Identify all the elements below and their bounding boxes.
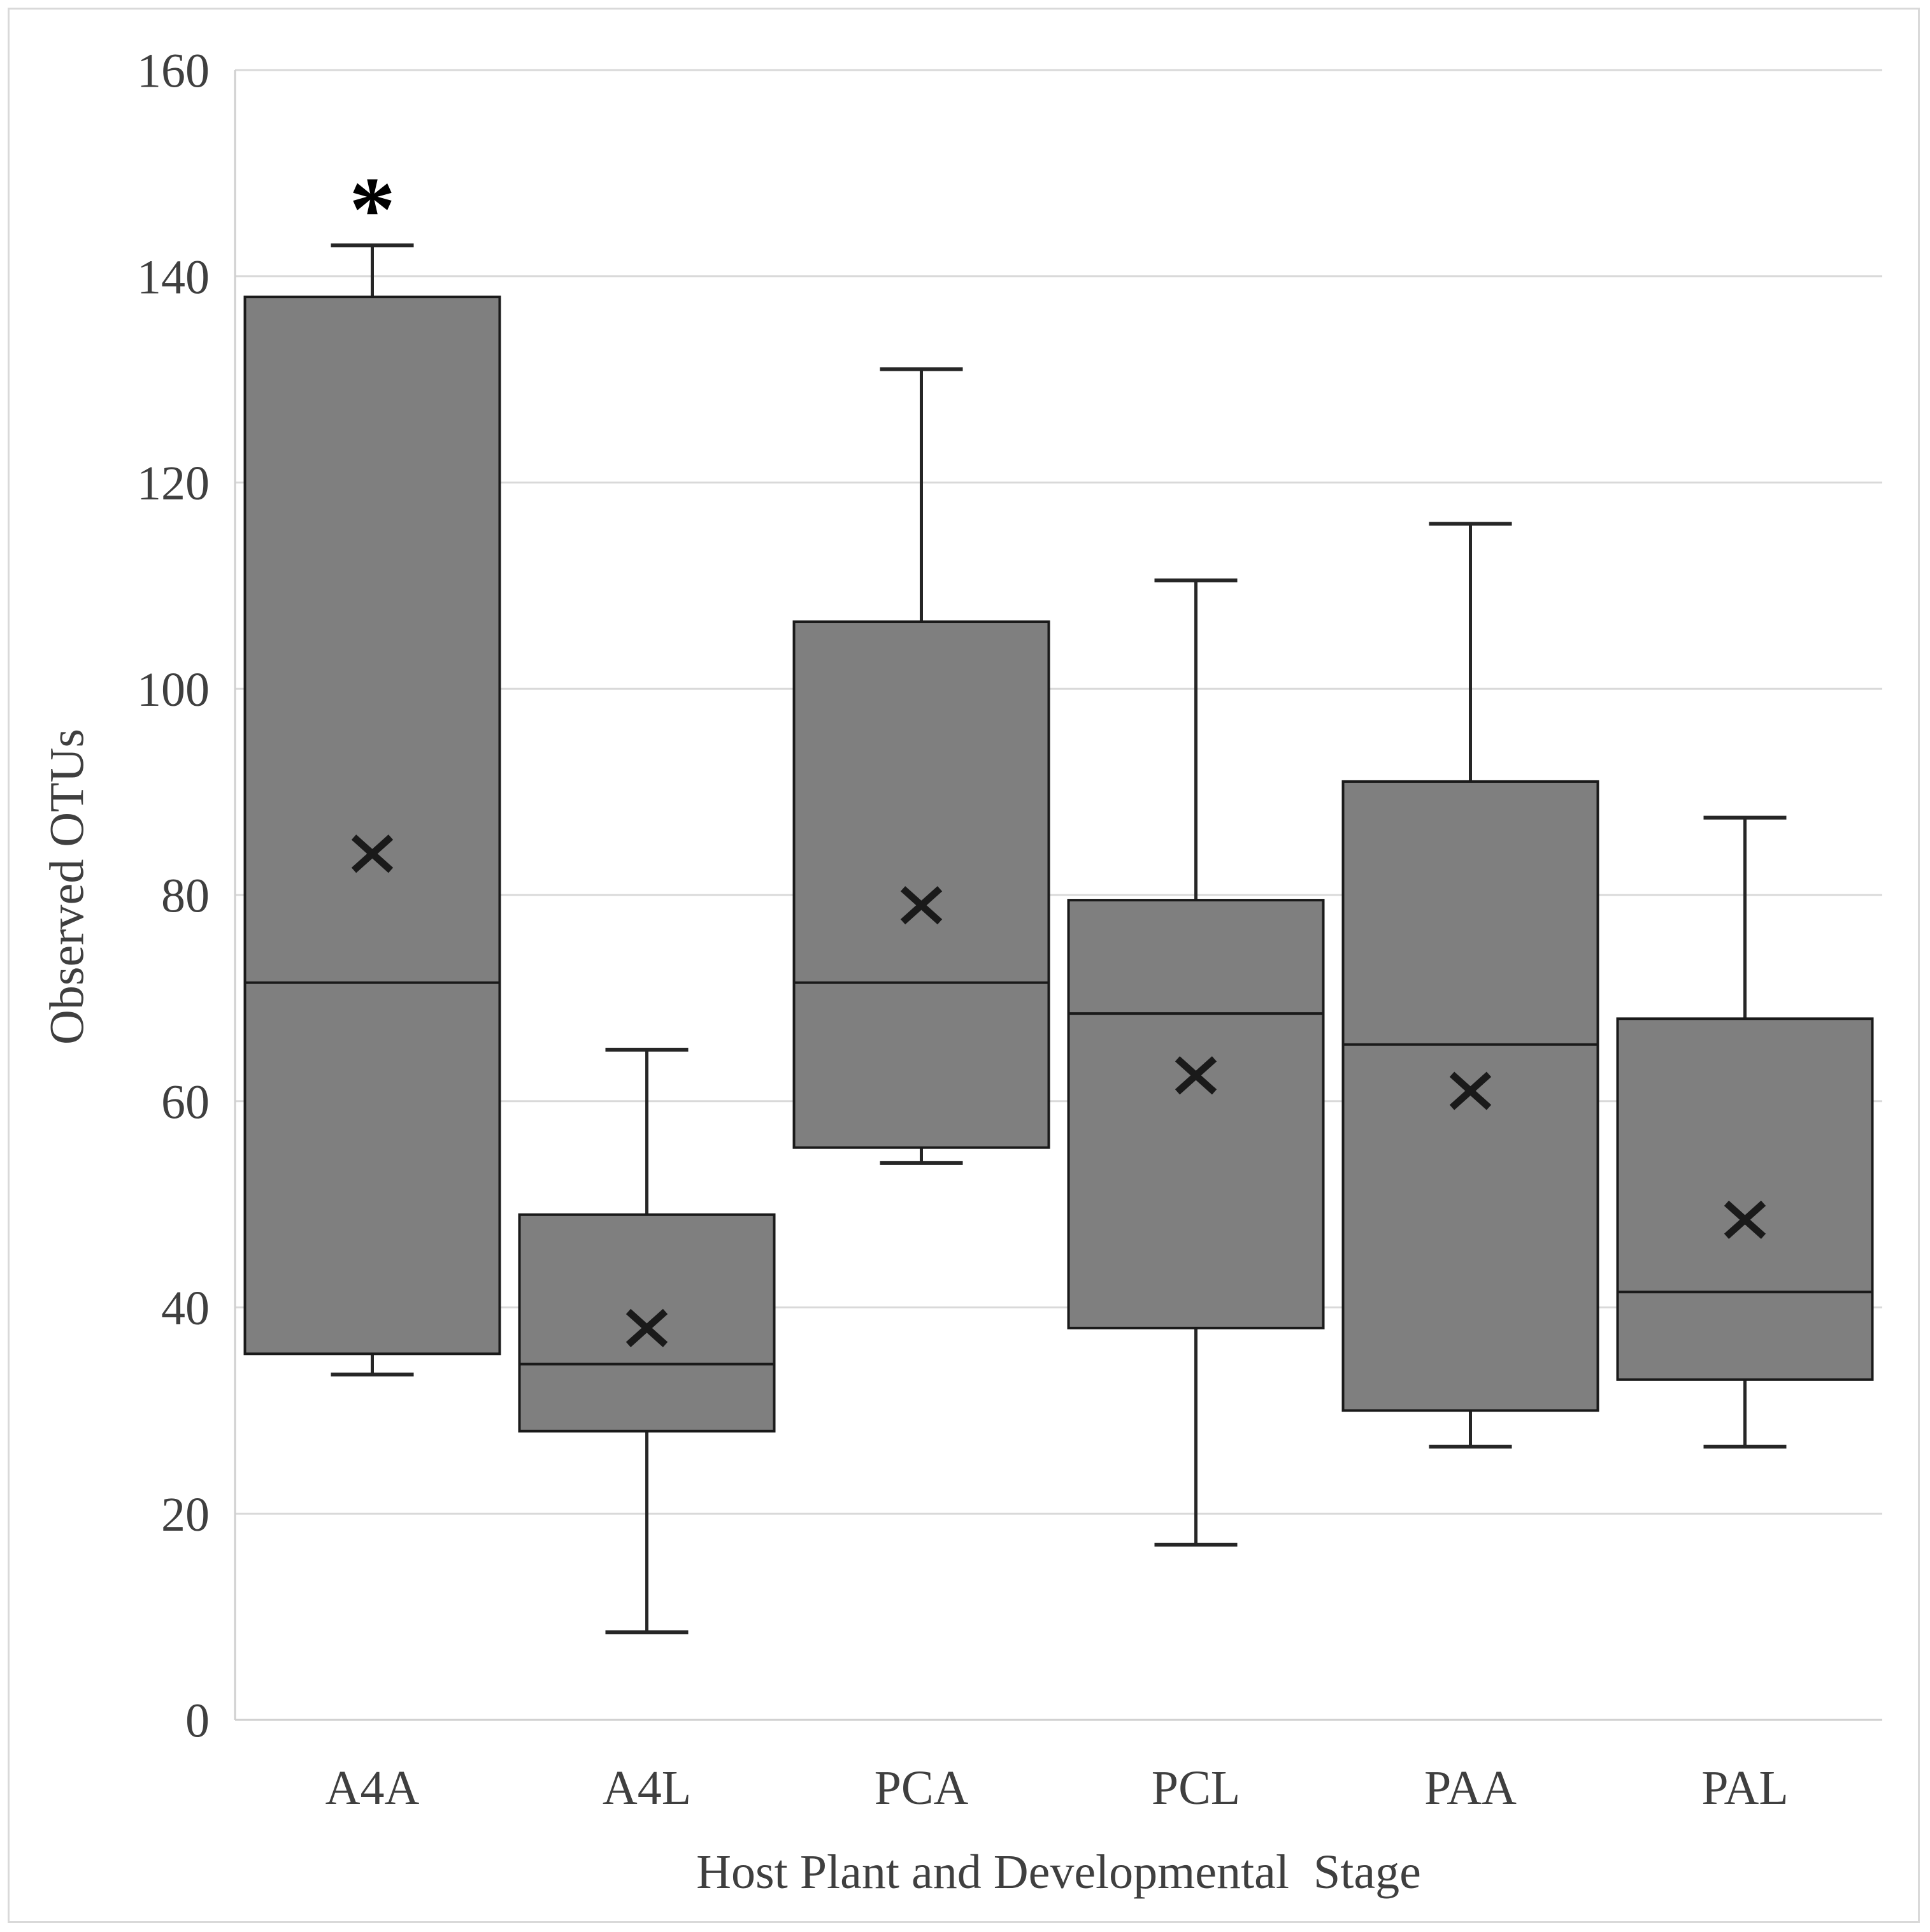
mean-marker-stroke — [625, 1308, 668, 1347]
iqr-box — [243, 296, 501, 1356]
y-tick-label: 120 — [137, 457, 210, 510]
y-tick-label: 40 — [161, 1282, 210, 1335]
mean-marker — [351, 834, 394, 873]
boxplot-A4A: * — [243, 159, 501, 1377]
x-axis-title: Host Plant and Developmental Stage — [696, 1845, 1421, 1899]
mean-marker — [1449, 1071, 1492, 1110]
gridlines — [235, 69, 1882, 1721]
mean-marker-stroke — [1724, 1200, 1766, 1240]
y-tick-labels: 0 20 40 60 80 100 120 140 160 — [137, 45, 210, 1748]
mean-marker — [1175, 1056, 1217, 1095]
significance-asterisk: * — [349, 159, 396, 261]
iqr-box — [1341, 780, 1599, 1412]
iqr-box — [518, 1213, 776, 1433]
x-category-label: PCA — [875, 1761, 969, 1815]
y-tick-label: 80 — [161, 869, 210, 923]
mean-marker-stroke — [1449, 1071, 1492, 1110]
iqr-box — [1067, 899, 1325, 1329]
x-category-label: PCL — [1152, 1761, 1240, 1815]
boxplot-A4L — [518, 1047, 776, 1635]
y-tick-label: 20 — [161, 1488, 210, 1542]
y-tick-label: 140 — [137, 250, 210, 304]
y-tick-label: 100 — [137, 663, 210, 717]
y-tick-label: 60 — [161, 1075, 210, 1129]
boxplot-PAA — [1341, 522, 1599, 1449]
boxplot-PCL — [1067, 578, 1325, 1547]
y-tick-label: 0 — [185, 1694, 210, 1748]
boxplot-PAL — [1616, 815, 1874, 1449]
x-category-label: PAL — [1701, 1761, 1789, 1815]
mean-marker — [1724, 1200, 1766, 1240]
iqr-box — [1616, 1017, 1874, 1381]
mean-marker-stroke — [1175, 1056, 1217, 1095]
x-category-label: A4L — [603, 1761, 691, 1815]
x-category-label: PAA — [1424, 1761, 1517, 1815]
mean-marker-stroke — [900, 886, 943, 925]
mean-marker-stroke — [351, 834, 394, 873]
iqr-box — [792, 620, 1050, 1149]
mean-marker — [900, 886, 943, 925]
y-tick-label: 160 — [137, 45, 210, 98]
mean-marker — [625, 1308, 668, 1347]
boxplot-PCA — [792, 367, 1050, 1165]
x-category-label: A4A — [325, 1761, 420, 1815]
y-axis-title: Observed OTUs — [40, 728, 94, 1045]
